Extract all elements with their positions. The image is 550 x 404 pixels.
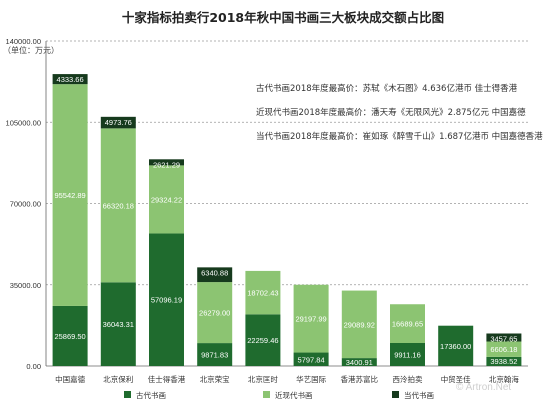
bar-segment <box>245 314 281 366</box>
bar-segment <box>390 342 425 366</box>
data-label: 9911.16 <box>394 350 421 359</box>
y-tick-label: 105000.00 <box>6 118 41 127</box>
bar-segment <box>390 304 425 343</box>
watermark: © Artron.Net <box>456 382 512 393</box>
data-label: 6606.18 <box>490 345 517 354</box>
bar-segment <box>341 358 377 366</box>
data-label: 18702.43 <box>247 289 278 298</box>
bar-segment <box>52 74 88 85</box>
legend-swatch <box>392 391 399 398</box>
x-tick-label: 北京翰海 <box>489 374 519 384</box>
bar-segment <box>197 267 233 283</box>
bar-segment <box>486 333 522 342</box>
x-tick-label: 香港苏富比 <box>341 374 379 384</box>
bar-segment <box>149 159 184 166</box>
bar-segment <box>52 305 88 366</box>
data-label: 57096.19 <box>151 296 182 305</box>
x-tick-label: 北京荣宝 <box>200 374 230 384</box>
x-tick-label: 华艺国际 <box>296 374 326 384</box>
legend-label: 古代书画 <box>136 390 166 400</box>
data-label: 6340.88 <box>201 268 228 277</box>
data-label: 17360.00 <box>440 342 471 351</box>
x-tick-label: 北京匡时 <box>248 374 278 384</box>
data-label: 5797.84 <box>298 355 325 364</box>
data-label: 3457.65 <box>490 334 517 343</box>
y-tick-label: 140000.00 <box>6 37 41 46</box>
bar-segment <box>293 352 329 366</box>
data-label: 66320.18 <box>103 201 134 210</box>
data-label: 25869.50 <box>54 332 85 341</box>
legend-swatch <box>124 391 131 398</box>
bar-segment <box>341 290 377 359</box>
annotation-ancient: 古代书画2018年度最高价：苏轼《木石图》4.636亿港币 佳士得香港 <box>256 84 518 94</box>
y-tick-label: 0.00 <box>26 362 41 371</box>
data-label: 3400.91 <box>346 358 373 367</box>
data-label: 29197.99 <box>295 315 326 324</box>
data-label: 3938.52 <box>490 357 517 366</box>
data-label: 95542.89 <box>54 191 85 200</box>
bar-segment <box>486 341 522 357</box>
data-label: 16689.65 <box>392 320 423 329</box>
bar-segment <box>100 116 136 129</box>
annotation-contemporary: 当代书画2018年度最高价：崔如琢《醉雪千山》1.687亿港币 中国嘉德香港 <box>256 132 543 142</box>
bar-segment <box>293 284 329 353</box>
x-axis: 中国嘉德 北京保利 佳士得香港 北京荣宝 北京匡时 华艺国际 香港苏富比 西泠拍卖 中贸圣佳 北京… <box>55 374 519 384</box>
x-tick-label: 中国嘉德 <box>55 374 85 384</box>
bar-segment <box>149 233 184 366</box>
bar-segment <box>149 165 184 234</box>
legend-swatch <box>263 391 270 398</box>
data-label: 29089.92 <box>344 320 375 329</box>
bar-segment <box>100 128 136 283</box>
unit-label: （单位：万元） <box>3 45 59 55</box>
data-label: 29324.22 <box>151 195 182 204</box>
x-tick-label: 北京保利 <box>103 374 133 384</box>
legend: 古代书画 近现代书画 当代书画 <box>124 390 434 400</box>
y-tick-label: 35000.00 <box>10 281 41 290</box>
legend-label: 当代书画 <box>404 390 434 400</box>
data-label: 4333.66 <box>57 75 84 84</box>
annotation-modern: 近现代书画2018年度最高价：潘天寿《无限风光》2.875亿元 中国嘉德 <box>256 108 526 118</box>
bar-segment <box>197 343 233 366</box>
data-label: 36043.31 <box>103 320 134 329</box>
bar-segment <box>52 84 88 306</box>
y-tick-label: 70000.00 <box>10 200 41 209</box>
chart-title: 十家指标拍卖行2018年秋中国书画三大板块成交额占比图 <box>122 10 444 25</box>
bars: 25869.50 95542.89 4333.66 36043.31 66320.18 4… <box>52 74 522 367</box>
x-tick-label: 佳士得香港 <box>148 374 186 384</box>
bar-segment <box>197 282 233 344</box>
x-tick-label: 中贸圣佳 <box>441 374 471 384</box>
bar-segment <box>438 325 474 366</box>
x-tick-label: 西泠拍卖 <box>393 374 423 384</box>
bar-segment <box>100 282 136 366</box>
data-label: 2621.29 <box>153 160 180 169</box>
bar-segment <box>245 270 281 315</box>
data-label: 9871.83 <box>201 351 228 360</box>
data-label: 22259.46 <box>247 336 278 345</box>
data-label: 4973.76 <box>105 118 132 127</box>
data-label: 26279.00 <box>199 309 230 318</box>
bar-segment <box>486 356 522 366</box>
legend-label: 近现代书画 <box>275 390 313 400</box>
